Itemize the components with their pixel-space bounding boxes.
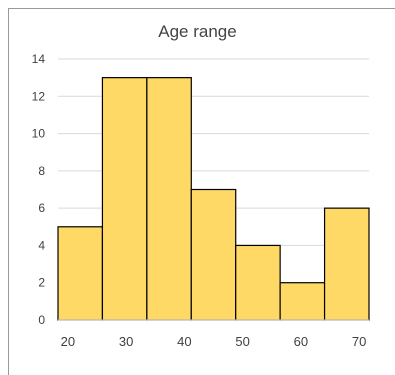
histogram-bar	[101, 77, 148, 321]
y-tick-label: 2	[38, 276, 45, 290]
y-tick-label: 4	[38, 238, 45, 252]
histogram-bar	[323, 207, 370, 321]
x-tick-label: 20	[61, 334, 75, 349]
chart-title: Age range	[158, 22, 237, 41]
x-tick-label: 40	[177, 334, 191, 349]
histogram-bar	[57, 226, 104, 321]
x-tick-label: 70	[352, 334, 366, 349]
y-tick-label: 0	[38, 313, 45, 327]
histogram-bar	[279, 282, 326, 321]
y-tick-label: 14	[32, 52, 46, 66]
x-tick-label: 30	[119, 334, 133, 349]
histogram-bar	[146, 77, 192, 321]
x-tick-label: 60	[294, 334, 308, 349]
histogram-bar	[190, 188, 237, 321]
y-tick-label: 12	[32, 89, 46, 103]
y-tick-label: 10	[32, 127, 46, 141]
x-tick-label: 50	[235, 334, 249, 349]
histogram-bar	[235, 244, 281, 321]
y-tick-label: 6	[38, 201, 45, 215]
y-tick-label: 8	[38, 164, 45, 178]
